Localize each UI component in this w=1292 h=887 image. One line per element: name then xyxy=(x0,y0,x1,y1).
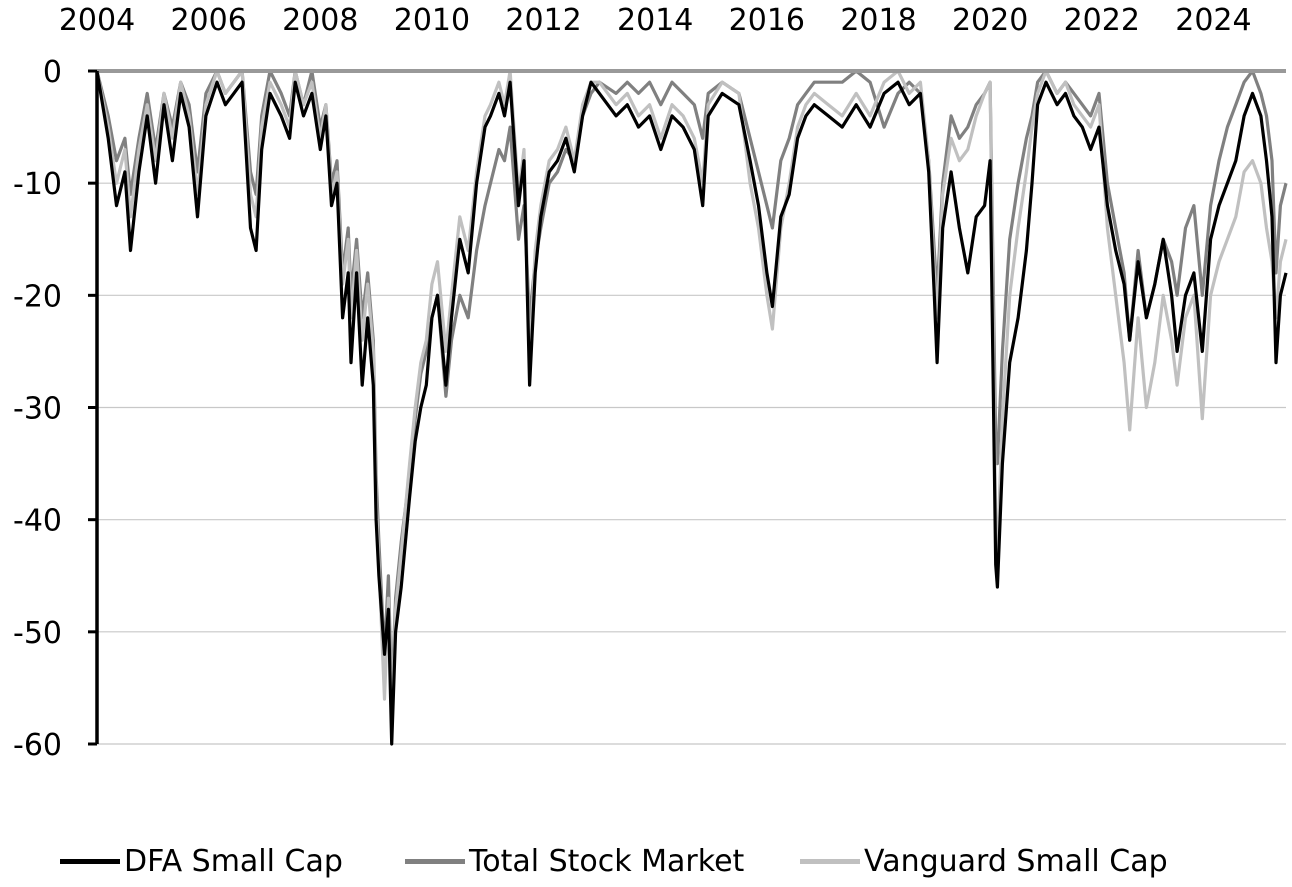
x-tick-label-7: 2018 xyxy=(840,3,916,38)
x-tick-label-0: 2004 xyxy=(59,3,135,38)
legend-swatch-dfa xyxy=(60,858,120,864)
y-tick-label-1: -10 xyxy=(13,167,62,202)
legend-item-dfa: DFA Small Cap xyxy=(60,836,343,886)
y-tick-label-5: -50 xyxy=(13,616,62,651)
x-tick-label-5: 2014 xyxy=(617,3,693,38)
axes xyxy=(88,69,1286,746)
x-tick-label-4: 2012 xyxy=(505,3,581,38)
legend-label-total-stock: Total Stock Market xyxy=(469,843,745,879)
x-tick-label-9: 2022 xyxy=(1064,3,1140,38)
x-tick-label-1: 2006 xyxy=(170,3,246,38)
x-tick-label-10: 2024 xyxy=(1175,3,1251,38)
y-tick-label-0: 0 xyxy=(43,55,62,90)
series-line-0 xyxy=(95,70,1288,746)
legend-item-total-stock: Total Stock Market xyxy=(405,836,744,886)
series-line-2 xyxy=(95,69,1288,724)
x-tick-label-2: 2008 xyxy=(282,3,358,38)
series-line-1 xyxy=(95,69,1288,701)
legend-swatch-vanguard xyxy=(800,858,860,864)
x-tick-labels: 2004 2006 2008 2010 2012 2014 2016 2018 2020 2022… xyxy=(59,3,1252,38)
legend-item-vanguard: Vanguard Small Cap xyxy=(800,836,1168,886)
y-tick-labels: 0 -10 -20 -30 -40 -50 -60 xyxy=(13,55,62,763)
x-tick-label-6: 2016 xyxy=(729,3,805,38)
legend-label-vanguard: Vanguard Small Cap xyxy=(864,843,1168,879)
x-tick-label-3: 2010 xyxy=(394,3,470,38)
series-lines xyxy=(95,69,1288,746)
x-tick-label-8: 2020 xyxy=(952,3,1028,38)
legend-swatch-total-stock xyxy=(405,858,465,864)
y-tick-label-3: -30 xyxy=(13,392,62,427)
gridlines xyxy=(97,182,1286,745)
y-tick-label-6: -60 xyxy=(13,728,62,763)
y-tick-label-4: -40 xyxy=(13,504,62,539)
legend: DFA Small Cap Total Stock Market Vanguar… xyxy=(0,836,1292,886)
y-tick-label-2: -20 xyxy=(13,279,62,314)
legend-label-dfa: DFA Small Cap xyxy=(124,843,343,879)
